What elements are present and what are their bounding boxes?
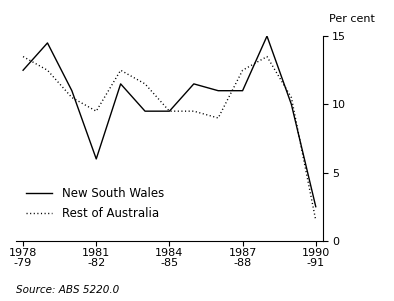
New South Wales: [265, 34, 269, 38]
Rest of Australia: [143, 82, 147, 86]
Rest of Australia: [265, 55, 269, 58]
Rest of Australia: [45, 68, 50, 72]
Legend: New South Wales, Rest of Australia: New South Wales, Rest of Australia: [22, 182, 169, 225]
New South Wales: [313, 205, 318, 209]
New South Wales: [45, 41, 50, 45]
Rest of Australia: [69, 96, 74, 99]
Rest of Australia: [21, 55, 26, 58]
New South Wales: [191, 82, 196, 86]
New South Wales: [143, 109, 147, 113]
New South Wales: [167, 109, 172, 113]
New South Wales: [289, 103, 294, 106]
Text: Per cent: Per cent: [329, 14, 375, 24]
Line: Rest of Australia: Rest of Australia: [23, 57, 316, 220]
New South Wales: [69, 89, 74, 92]
Rest of Australia: [240, 68, 245, 72]
New South Wales: [94, 157, 98, 161]
Rest of Australia: [118, 68, 123, 72]
Text: Source: ABS 5220.0: Source: ABS 5220.0: [16, 285, 119, 295]
Rest of Australia: [94, 109, 98, 113]
New South Wales: [21, 68, 26, 72]
New South Wales: [240, 89, 245, 92]
Rest of Australia: [167, 109, 172, 113]
Rest of Australia: [313, 219, 318, 222]
Rest of Australia: [216, 116, 221, 120]
Line: New South Wales: New South Wales: [23, 36, 316, 207]
New South Wales: [118, 82, 123, 86]
Rest of Australia: [289, 96, 294, 99]
Rest of Australia: [191, 109, 196, 113]
New South Wales: [216, 89, 221, 92]
